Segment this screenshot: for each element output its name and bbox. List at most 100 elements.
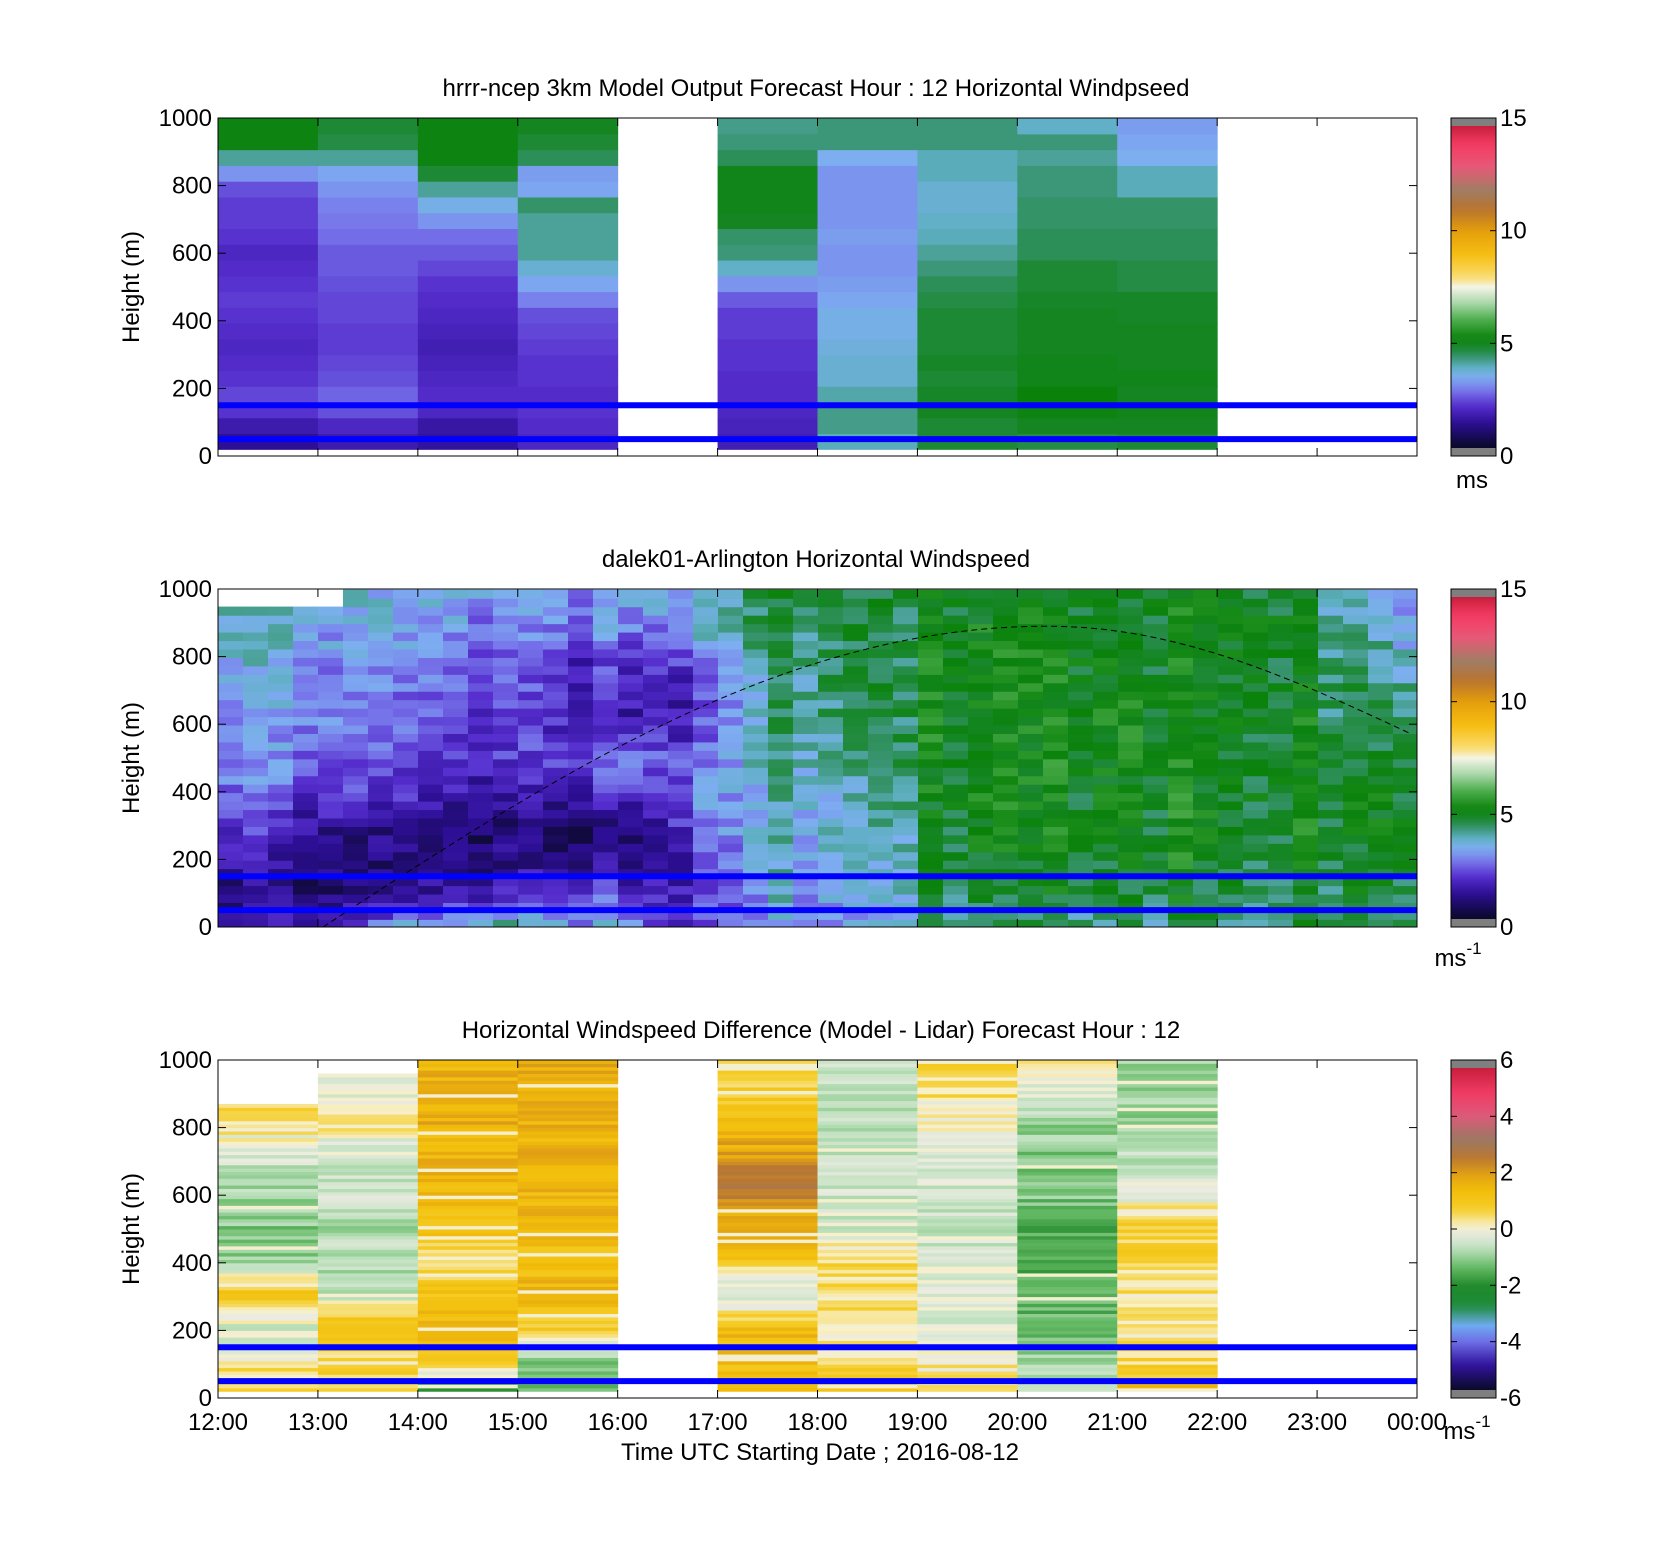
- heatmap-cell: [1118, 919, 1144, 927]
- heatmap-cell: [218, 1215, 319, 1220]
- colorbar-tick-label: 6: [1500, 1047, 1513, 1074]
- heatmap-cell: [1168, 851, 1194, 861]
- heatmap-cell: [768, 893, 794, 903]
- heatmap-cell: [817, 1289, 918, 1294]
- heatmap-cell: [218, 1168, 319, 1173]
- heatmap-cell: [1393, 826, 1417, 836]
- panel-lidar: dalek01-Arlington Horizontal Windspeed H…: [118, 546, 1527, 972]
- heatmap-cell: [468, 834, 494, 844]
- heatmap-cell: [618, 843, 644, 853]
- heatmap-cell: [317, 1259, 419, 1264]
- heatmap-cell: [1117, 1208, 1218, 1213]
- heatmap-cell: [417, 1083, 519, 1088]
- heatmap-cell: [1393, 876, 1417, 887]
- heatmap-cell: [543, 741, 569, 751]
- heatmap-cell: [568, 741, 594, 751]
- heatmap-cell: [1117, 181, 1218, 198]
- heatmap-cell: [817, 244, 918, 261]
- heatmap-cell: [968, 707, 994, 718]
- heatmap-cell: [843, 640, 869, 650]
- heatmap-cell: [1318, 817, 1344, 827]
- heatmap-cell: [1168, 910, 1194, 920]
- heatmap-cell: [517, 1205, 619, 1210]
- heatmap-cell: [1368, 851, 1394, 861]
- heatmap-cell: [843, 691, 869, 701]
- heatmap-cell: [917, 1333, 1018, 1338]
- colorbar-band: [1451, 597, 1496, 919]
- heatmap-cell: [418, 885, 444, 895]
- heatmap-cell: [1117, 1168, 1218, 1173]
- heatmap-cell: [1043, 699, 1069, 709]
- heatmap-cell: [818, 699, 844, 709]
- heatmap-cell: [817, 1229, 918, 1233]
- heatmap-cell: [1218, 707, 1244, 718]
- heatmap-cell: [917, 1158, 1018, 1162]
- heatmap-cell: [243, 682, 269, 692]
- heatmap-cell: [818, 843, 844, 853]
- heatmap-cell: [218, 665, 244, 675]
- heatmap-cell: [1393, 817, 1417, 827]
- heatmap-cell: [1393, 919, 1417, 927]
- x-tick-label: 13:00: [288, 1409, 348, 1436]
- heatmap-cell: [918, 885, 944, 895]
- heatmap-cell: [317, 1141, 419, 1145]
- heatmap-cell: [493, 758, 519, 768]
- heatmap-cell: [218, 1360, 319, 1365]
- heatmap-cell: [293, 919, 319, 927]
- heatmap-cell: [1368, 631, 1394, 642]
- heatmap-cell: [493, 750, 519, 760]
- heatmap-cell: [868, 606, 894, 616]
- heatmap-cell: [768, 665, 794, 675]
- heatmap-cell: [917, 1201, 1018, 1206]
- heatmap-cell: [693, 741, 719, 751]
- heatmap-cell: [468, 902, 494, 912]
- heatmap-cell: [417, 1272, 519, 1277]
- heatmap-cell: [568, 699, 594, 709]
- heatmap-cell: [818, 733, 844, 743]
- heatmap-cell: [517, 1174, 619, 1179]
- heatmap-cell: [317, 1286, 419, 1291]
- heatmap-cell: [918, 834, 944, 844]
- heatmap-cell: [843, 724, 869, 734]
- heatmap-cell: [1017, 338, 1118, 356]
- heatmap-cell: [943, 716, 969, 726]
- heatmap-cell: [593, 843, 619, 853]
- heatmap-cell: [1017, 1272, 1118, 1277]
- heatmap-cell: [768, 885, 794, 895]
- heatmap-cell: [843, 631, 869, 642]
- heatmap-cell: [317, 1310, 419, 1314]
- heatmap-cell: [518, 784, 544, 794]
- heatmap-cell: [417, 1242, 519, 1247]
- heatmap-cell: [443, 758, 469, 768]
- heatmap-cell: [818, 775, 844, 785]
- heatmap-cell: [793, 691, 819, 701]
- heatmap-cell: [218, 149, 319, 166]
- heatmap-cell: [693, 767, 719, 777]
- heatmap-cell: [1017, 1073, 1118, 1078]
- heatmap-cell: [717, 1310, 818, 1314]
- x-tick-label: 16:00: [588, 1409, 648, 1436]
- heatmap-cell: [417, 1357, 519, 1362]
- heatmap-cell: [218, 851, 244, 861]
- heatmap-cell: [1243, 750, 1269, 760]
- heatmap-cell: [643, 674, 669, 684]
- heatmap-cell: [817, 1130, 918, 1135]
- heatmap-cell: [1117, 1235, 1218, 1240]
- heatmap-cell: [518, 800, 544, 811]
- heatmap-cell: [1193, 657, 1219, 667]
- heatmap-cell: [317, 1100, 419, 1105]
- heatmap-cell: [768, 623, 794, 633]
- heatmap-cell: [868, 860, 894, 870]
- heatmap-cell: [1093, 733, 1119, 743]
- heatmap-cell: [318, 716, 344, 726]
- heatmap-cell: [1243, 792, 1269, 802]
- heatmap-cell: [1193, 784, 1219, 794]
- heatmap-cell: [343, 809, 369, 819]
- heatmap-cell: [268, 902, 294, 912]
- heatmap-cell: [1318, 885, 1344, 895]
- heatmap-cell: [368, 674, 394, 684]
- heatmap-cell: [318, 750, 344, 760]
- heatmap-cell: [318, 851, 344, 861]
- heatmap-cell: [1068, 724, 1094, 734]
- y-tick-label: 200: [172, 375, 212, 402]
